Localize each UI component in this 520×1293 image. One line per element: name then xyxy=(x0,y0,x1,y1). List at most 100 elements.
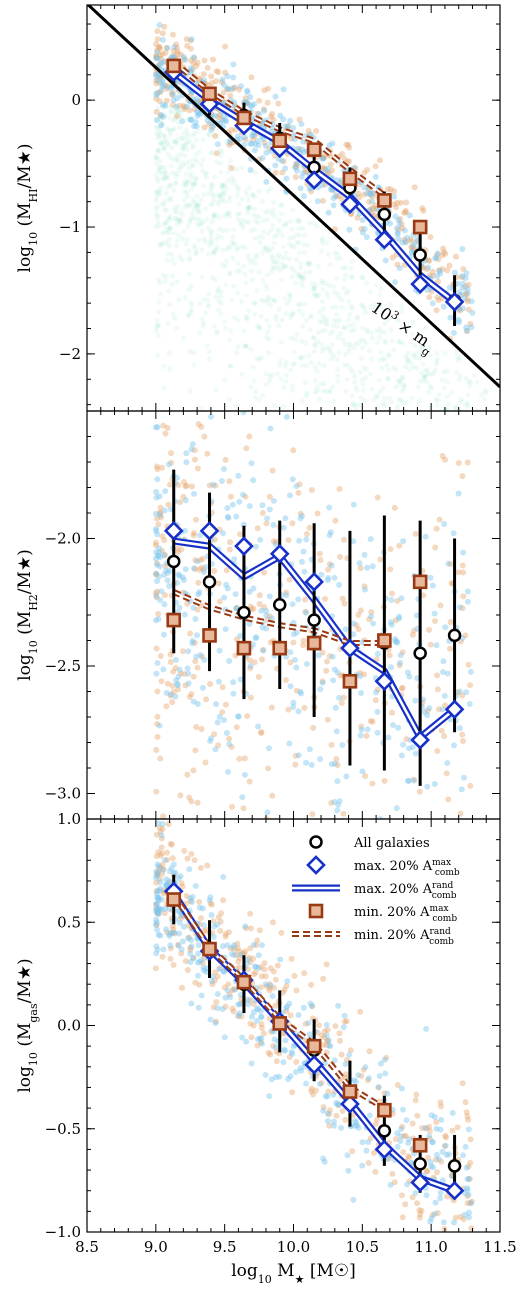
sample-point xyxy=(385,376,392,382)
sample-point xyxy=(411,342,418,348)
sample-point xyxy=(280,524,287,531)
sample-point xyxy=(398,1085,405,1092)
sample-point xyxy=(264,809,271,816)
sample-point xyxy=(461,1211,468,1218)
sample-point xyxy=(322,327,328,334)
sample-point xyxy=(161,139,167,145)
sample-point xyxy=(290,704,297,711)
sample-point xyxy=(444,408,450,411)
legend-item-1: max. 20% Amax comb xyxy=(306,855,460,878)
sample-point xyxy=(317,309,323,315)
sample-point xyxy=(181,130,187,136)
sample-point xyxy=(206,303,212,309)
sample-point xyxy=(211,212,218,218)
sample-point xyxy=(346,144,353,151)
sample-point xyxy=(225,86,232,93)
sample-point xyxy=(384,1090,391,1097)
sample-point xyxy=(169,855,176,862)
sample-point xyxy=(460,774,467,781)
sample-point xyxy=(225,177,231,183)
sample-point xyxy=(176,217,182,223)
sample-point xyxy=(305,127,312,134)
sample-point xyxy=(157,129,163,135)
sample-point xyxy=(174,153,180,159)
sample-point xyxy=(423,1192,430,1199)
data-point xyxy=(272,598,287,612)
sample-point xyxy=(156,276,162,282)
sample-point xyxy=(212,969,219,976)
sample-point xyxy=(266,145,273,152)
sample-point xyxy=(329,342,335,348)
sample-point xyxy=(412,824,418,830)
sample-point xyxy=(154,871,161,878)
sample-point xyxy=(394,199,401,206)
legend-label-main: max. 20% A xyxy=(354,859,433,874)
sample-point xyxy=(203,969,210,976)
sample-point xyxy=(335,291,341,297)
data-point xyxy=(166,612,182,628)
sample-point xyxy=(434,1209,441,1216)
sample-point xyxy=(302,380,309,386)
sample-point xyxy=(190,60,197,67)
sample-point xyxy=(235,713,242,720)
sample-point xyxy=(320,236,326,242)
sample-point xyxy=(250,585,257,592)
data-point xyxy=(199,521,220,541)
sample-point xyxy=(289,601,296,608)
sample-point xyxy=(248,1034,255,1041)
sample-point xyxy=(154,910,161,917)
sample-point xyxy=(189,163,195,169)
sample-point xyxy=(274,259,280,266)
sample-point xyxy=(401,382,407,388)
sample-point xyxy=(158,844,165,851)
sample-point xyxy=(235,1012,242,1019)
sample-point xyxy=(314,368,320,375)
sample-point xyxy=(190,54,197,61)
sample-point xyxy=(251,378,257,384)
sample-point xyxy=(466,379,472,385)
sample-point xyxy=(287,683,294,690)
sample-point xyxy=(234,166,240,172)
sample-point xyxy=(395,377,401,383)
sample-point xyxy=(460,1152,467,1159)
sample-point xyxy=(219,182,226,189)
sample-point xyxy=(315,330,321,336)
sample-point xyxy=(456,604,463,611)
sample-point xyxy=(348,274,355,280)
y-tick-label: −2.5 xyxy=(45,657,81,675)
sample-point xyxy=(183,241,189,247)
sample-point xyxy=(441,1226,448,1232)
sample-point xyxy=(302,1020,309,1027)
legend-label: min. 20% Amax comb xyxy=(354,904,457,924)
sample-point xyxy=(405,777,412,784)
sample-point xyxy=(165,151,171,157)
sample-point xyxy=(455,460,462,467)
data-point xyxy=(304,1054,324,1075)
sample-point xyxy=(153,901,160,908)
sample-point xyxy=(179,984,186,991)
sample-point xyxy=(435,296,442,303)
sample-point xyxy=(226,209,232,215)
sample-point xyxy=(225,768,232,775)
sample-point xyxy=(429,268,436,275)
sample-point xyxy=(423,1167,430,1174)
sample-point xyxy=(198,992,205,999)
sample-point xyxy=(204,216,210,222)
sample-point xyxy=(296,537,303,544)
sample-point xyxy=(324,294,331,300)
sample-point xyxy=(164,258,170,264)
sample-point xyxy=(200,566,207,573)
sample-point xyxy=(178,950,185,957)
sample-point xyxy=(281,1046,288,1053)
sample-point xyxy=(255,673,262,680)
sample-point xyxy=(227,363,233,369)
sample-point xyxy=(422,533,429,540)
sample-point xyxy=(381,777,388,784)
sample-point xyxy=(329,653,336,660)
sample-point xyxy=(356,181,363,188)
sample-point xyxy=(393,805,400,812)
sample-point xyxy=(460,266,467,273)
sample-point xyxy=(393,367,399,373)
sample-point xyxy=(172,693,179,700)
sample-point xyxy=(223,246,230,253)
